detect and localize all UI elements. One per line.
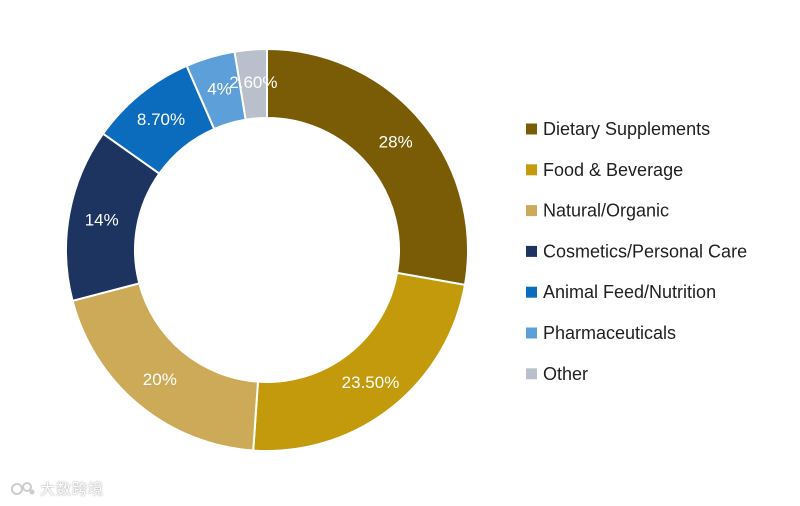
slice-other: [233, 47, 268, 121]
slice-label-other: 2.60%: [229, 73, 277, 92]
legend: Dietary Supplements Food & Beverage Natura…: [526, 119, 747, 384]
watermark-logo-icon: [11, 481, 35, 495]
legend-swatch-other: [526, 368, 537, 380]
legend-label-dietary-supplements: Dietary Supplements: [543, 119, 710, 139]
legend-label-other: Other: [543, 364, 588, 384]
legend-label-cosmetics-personal-care: Cosmetics/Personal Care: [543, 241, 747, 261]
legend-swatch-food-beverage: [526, 164, 537, 176]
legend-label-natural-organic: Natural/Organic: [543, 201, 669, 221]
slice-label-dietary-supplements: 28%: [379, 133, 413, 152]
watermark: 大数跨境: [10, 478, 104, 499]
slices-group: [65, 47, 469, 452]
legend-label-food-beverage: Food & Beverage: [543, 160, 683, 180]
slice-label-animal-feed-nutrition: 8.70%: [137, 110, 185, 129]
slice-natural-organic: [71, 282, 260, 452]
legend-swatch-dietary-supplements: [526, 123, 537, 135]
slice-label-food-beverage: 23.50%: [342, 373, 400, 392]
watermark-text: 大数跨境: [40, 480, 105, 498]
slice-labels-group: 28% 23.50% 20% 14% 8.70% 4%2.60%: [85, 73, 413, 392]
legend-swatch-pharmaceuticals: [526, 327, 537, 339]
legend-swatch-cosmetics-personal-care: [526, 245, 537, 257]
slice-label-natural-organic: 20%: [143, 370, 177, 389]
slice-label-pharmaceuticals: 4%: [207, 79, 232, 98]
legend-swatch-natural-organic: [526, 205, 537, 217]
legend-label-animal-feed-nutrition: Animal Feed/Nutrition: [543, 282, 716, 302]
slice-label-cosmetics-personal-care: 14%: [85, 210, 119, 229]
slice-dietary-supplements: [266, 47, 469, 287]
legend-label-pharmaceuticals: Pharmaceuticals: [543, 323, 676, 343]
legend-swatch-animal-feed-nutrition: [526, 286, 537, 298]
slice-food-beverage: [252, 271, 467, 452]
